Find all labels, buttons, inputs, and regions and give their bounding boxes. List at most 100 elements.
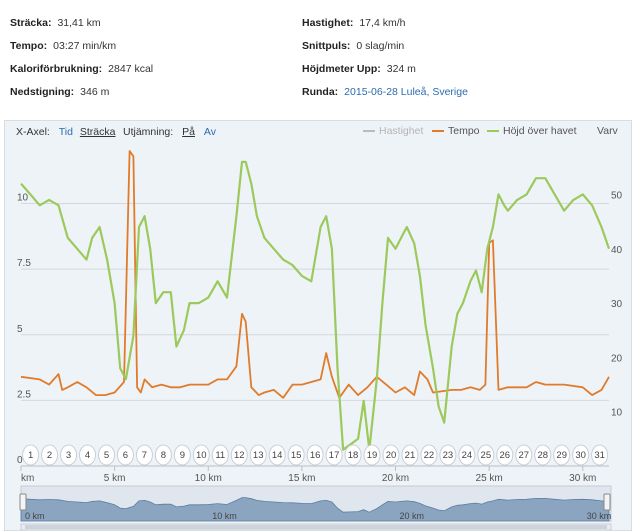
stat-value: 0 slag/min [356, 40, 405, 52]
legend-label: Varv [597, 125, 618, 137]
lap-marker-label: 26 [500, 450, 511, 461]
lap-marker [496, 444, 514, 466]
lap-marker-label: 23 [443, 450, 454, 461]
stat-value: 346 m [80, 86, 110, 98]
x-axis-tick-label: 30 km [569, 473, 596, 484]
stat-label: Nedstigning: [10, 86, 75, 98]
stat-distance: Sträcka: 31,41 km [10, 17, 101, 29]
lap-marker [287, 444, 305, 466]
lap-marker [192, 444, 210, 466]
lap-marker [154, 444, 172, 466]
legend-swatch [487, 130, 499, 133]
left-axis-tick-label: 0 [17, 455, 23, 466]
lap-link[interactable]: 2015-06-28 Luleå, Sverige [344, 86, 468, 98]
right-axis-tick-label: 40 [611, 245, 623, 256]
lap-marker [382, 444, 400, 466]
stat-calories: Kaloriförbrukning: 2847 kcal [10, 63, 153, 75]
lap-marker [363, 444, 381, 466]
navigator-label: 10 km [212, 511, 237, 521]
lap-marker [325, 444, 343, 466]
navigator-label: 0 km [25, 511, 45, 521]
stat-speed: Hastighet: 17,4 km/h [302, 17, 405, 29]
right-axis-tick-label: 50 [611, 190, 623, 201]
lap-marker [458, 444, 476, 466]
x-axis-label: X-Axel: [16, 126, 50, 138]
navigator-label: 20 km [400, 511, 425, 521]
stat-descent: Nedstigning: 346 m [10, 86, 109, 98]
lap-marker [268, 444, 286, 466]
smoothing-off-link[interactable]: Av [203, 126, 216, 138]
lap-marker [591, 444, 609, 466]
lap-marker-label: 9 [180, 450, 185, 461]
lap-marker-label: 15 [291, 450, 302, 461]
pace-series-line [20, 150, 610, 399]
lap-marker [41, 444, 59, 466]
scrollbar-thumb[interactable] [25, 525, 607, 529]
lap-marker [249, 444, 267, 466]
lap-marker-label: 29 [556, 450, 567, 461]
left-axis-tick-label: 5 [17, 324, 23, 335]
lap-marker-label: 8 [161, 450, 166, 461]
lap-marker [420, 444, 438, 466]
lap-marker-label: 10 [196, 450, 207, 461]
lap-marker [211, 444, 229, 466]
stat-label: Hastighet: [302, 17, 354, 29]
navigator-series [20, 497, 610, 522]
smoothing-label: Utjämning: [123, 126, 174, 138]
legend-label: Tempo [448, 125, 480, 137]
x-axis-controls: X-Axel: Tid Sträcka [16, 126, 116, 138]
lap-marker-label: 25 [481, 450, 492, 461]
lap-marker-label: 18 [348, 450, 359, 461]
lap-marker [401, 444, 419, 466]
stat-label: Tempo: [10, 40, 48, 52]
lap-marker-label: 30 [575, 450, 586, 461]
stat-value: 2847 kcal [108, 63, 154, 75]
lap-marker [306, 444, 324, 466]
navigator-handle[interactable] [603, 493, 611, 511]
lap-marker [79, 444, 97, 466]
stat-lap: Runda: 2015-06-28 Luleå, Sverige [302, 86, 468, 98]
stat-value: 17,4 km/h [359, 17, 406, 29]
lap-marker [515, 444, 533, 466]
lap-marker [477, 444, 495, 466]
right-axis-tick-label: 30 [611, 299, 623, 310]
legend-laps[interactable]: Varv [597, 125, 618, 137]
lap-marker [116, 444, 134, 466]
lap-marker-label: 19 [367, 450, 378, 461]
stat-pace: Tempo: 03:27 min/km [10, 40, 116, 52]
legend-elevation[interactable]: Höjd över havet [487, 125, 577, 137]
lap-marker-label: 17 [329, 450, 340, 461]
lap-marker-label: 28 [537, 450, 548, 461]
lap-marker-label: 16 [310, 450, 321, 461]
lap-marker [60, 444, 78, 466]
lap-marker-label: 22 [424, 450, 435, 461]
lap-marker [230, 444, 248, 466]
x-axis-distance-link[interactable]: Sträcka [79, 126, 116, 138]
chart-panel: X-Axel: Tid Sträcka Utjämning: På Av Has… [4, 120, 632, 531]
smoothing-on-link[interactable]: På [182, 126, 195, 138]
lap-marker-label: 5 [104, 450, 109, 461]
stat-label: Runda: [302, 86, 339, 98]
legend-speed[interactable]: Hastighet [363, 125, 423, 137]
stat-value: 324 m [386, 63, 416, 75]
legend-pace[interactable]: Tempo [432, 125, 480, 137]
left-axis-tick-label: 2.5 [17, 389, 31, 400]
legend-label: Hastighet [379, 125, 424, 137]
navigator-handle[interactable] [19, 493, 27, 511]
lap-marker-label: 31 [594, 450, 605, 461]
activity-summary: Sträcka: 31,41 km Tempo: 03:27 min/km Kalo… [0, 0, 640, 115]
lap-marker-label: 27 [518, 450, 529, 461]
lap-marker [572, 444, 590, 466]
x-axis-time-link[interactable]: Tid [58, 126, 73, 138]
stat-label: Höjdmeter Upp: [302, 63, 381, 75]
lap-marker-label: 7 [142, 450, 147, 461]
lap-marker [97, 444, 115, 466]
lap-marker-label: 21 [405, 450, 416, 461]
lap-marker-label: 6 [123, 450, 128, 461]
x-axis-tick-label: 15 km [288, 473, 315, 484]
stat-value: 31,41 km [57, 17, 101, 29]
x-axis-tick-label: 5 km [104, 473, 126, 484]
legend-swatch [363, 130, 375, 133]
x-axis-tick-label: 20 km [382, 473, 409, 484]
